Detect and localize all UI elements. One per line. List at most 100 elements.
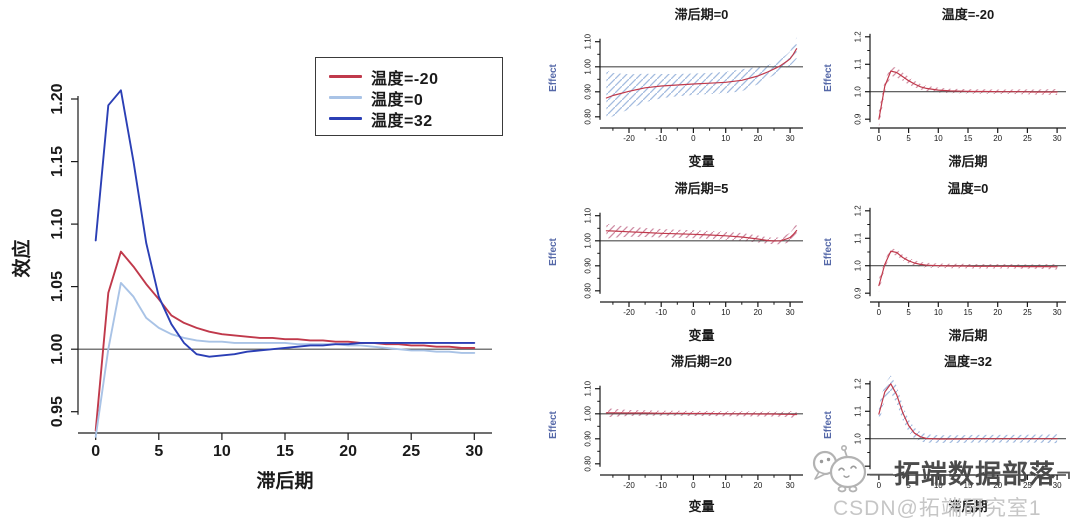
- svg-text:1.00: 1.00: [584, 405, 593, 421]
- svg-text:Effect: Effect: [548, 63, 559, 91]
- watermark-prefix-dash: —: [867, 457, 894, 487]
- svg-text:0: 0: [877, 308, 882, 317]
- svg-text:0.80: 0.80: [584, 282, 593, 298]
- chart-title-temp-0: 温度=0: [947, 181, 989, 196]
- svg-text:0: 0: [877, 481, 882, 490]
- svg-text:变量: 变量: [688, 154, 714, 169]
- svg-text:1.0: 1.0: [854, 260, 863, 272]
- svg-text:0.80: 0.80: [584, 455, 593, 471]
- small-chart-temp-0: 0 5 10 15 20 25 30 0.9 1.0 1.1 1.2 滞后期 Effect: [820, 176, 1076, 348]
- legend-item-temp-32: 温度=32: [329, 108, 502, 130]
- small-chart-temp-neg20: 0 5 10 15 20 25 30 0.9 1.0 1.1 1.2 滞后期 Effect: [820, 2, 1076, 174]
- svg-text:1.1: 1.1: [854, 58, 863, 70]
- svg-text:20: 20: [339, 443, 357, 460]
- svg-text:20: 20: [993, 308, 1002, 317]
- svg-text:30: 30: [786, 481, 795, 490]
- svg-text:-10: -10: [655, 481, 667, 490]
- legend: 温度=-20 温度=0 温度=32: [315, 57, 503, 136]
- svg-text:1.00: 1.00: [584, 232, 593, 248]
- small-chart-lag5: -20 -10 0 10 20 30 0.80 0.90 1.00 1.10 变量 Effect: [545, 176, 817, 348]
- svg-text:10: 10: [934, 481, 943, 490]
- svg-text:25: 25: [1023, 481, 1032, 490]
- chart-title-lag20: 滞后期=20: [670, 354, 733, 369]
- svg-text:10: 10: [213, 443, 231, 460]
- chart-title-lag5: 滞后期=5: [674, 181, 729, 196]
- legend-line-temp-32-icon: [329, 117, 362, 120]
- legend-line-temp-neg20-icon: [329, 75, 362, 78]
- watermark-suffix-mark: ¬: [1056, 457, 1073, 487]
- svg-text:1.10: 1.10: [584, 207, 593, 223]
- svg-text:10: 10: [721, 134, 730, 143]
- svg-text:1.0: 1.0: [854, 433, 863, 445]
- svg-text:10: 10: [934, 308, 943, 317]
- svg-text:30: 30: [1053, 134, 1062, 143]
- svg-text:15: 15: [964, 308, 973, 317]
- svg-text:1.00: 1.00: [584, 58, 593, 74]
- svg-text:Effect: Effect: [823, 410, 834, 438]
- svg-text:变量: 变量: [688, 499, 714, 514]
- chart-title-lag0: 滞后期=0: [674, 7, 729, 22]
- svg-text:效应: 效应: [10, 239, 33, 277]
- svg-text:1.2: 1.2: [854, 378, 863, 390]
- svg-text:25: 25: [1023, 134, 1032, 143]
- svg-text:15: 15: [276, 443, 294, 460]
- svg-text:5: 5: [906, 134, 911, 143]
- svg-text:5: 5: [154, 443, 163, 460]
- small-chart-lag0: -20 -10 0 10 20 30 0.80 0.90 1.00 1.10 变量 Effect: [545, 2, 817, 174]
- svg-text:1.00: 1.00: [49, 334, 66, 365]
- svg-text:30: 30: [465, 443, 483, 460]
- svg-text:1.10: 1.10: [49, 208, 66, 239]
- watermark-brand: 拓端数据部落: [894, 459, 1057, 489]
- svg-text:-10: -10: [655, 134, 667, 143]
- svg-text:1.2: 1.2: [854, 205, 863, 217]
- chart-title-temp-neg20: 温度=-20: [941, 7, 995, 22]
- svg-text:15: 15: [964, 134, 973, 143]
- svg-text:30: 30: [786, 134, 795, 143]
- svg-text:1.05: 1.05: [49, 271, 66, 302]
- svg-text:10: 10: [721, 481, 730, 490]
- svg-text:0: 0: [691, 308, 696, 317]
- svg-text:30: 30: [1053, 481, 1062, 490]
- svg-text:20: 20: [753, 481, 762, 490]
- chart-title-temp-32: 温度=32: [943, 354, 993, 369]
- svg-text:-20: -20: [623, 308, 635, 317]
- svg-text:0.95: 0.95: [49, 396, 66, 427]
- svg-text:Effect: Effect: [823, 237, 834, 265]
- svg-text:20: 20: [753, 134, 762, 143]
- svg-text:滞后期: 滞后期: [256, 470, 313, 492]
- svg-text:滞后期: 滞后期: [948, 328, 987, 343]
- legend-line-temp-0-icon: [329, 96, 362, 99]
- svg-text:滞后期: 滞后期: [948, 499, 987, 514]
- svg-text:1.1: 1.1: [854, 232, 863, 244]
- svg-text:0: 0: [691, 134, 696, 143]
- svg-text:0.90: 0.90: [584, 430, 593, 446]
- svg-text:0.90: 0.90: [584, 83, 593, 99]
- svg-text:20: 20: [753, 308, 762, 317]
- svg-text:0: 0: [91, 443, 100, 460]
- svg-text:5: 5: [906, 308, 911, 317]
- watermark-byline: CSDN@拓端研究室1: [833, 497, 1042, 520]
- legend-label-temp-0: 温度=0: [371, 91, 424, 109]
- svg-text:10: 10: [721, 308, 730, 317]
- svg-text:0.80: 0.80: [584, 108, 593, 124]
- watermark: — 拓端数据部落 ¬ CSDN@拓端研究室1: [810, 437, 1080, 521]
- svg-text:-20: -20: [623, 134, 635, 143]
- svg-text:Effect: Effect: [548, 410, 559, 438]
- svg-text:-20: -20: [623, 481, 635, 490]
- svg-text:1.10: 1.10: [584, 380, 593, 396]
- svg-text:-10: -10: [655, 308, 667, 317]
- legend-label-temp-neg20: 温度=-20: [371, 70, 439, 88]
- svg-text:1.20: 1.20: [49, 83, 66, 114]
- svg-text:20: 20: [993, 481, 1002, 490]
- svg-text:0.90: 0.90: [584, 257, 593, 273]
- svg-text:0: 0: [877, 134, 882, 143]
- mascot-logo-icon: [812, 445, 867, 493]
- svg-text:1.2: 1.2: [854, 31, 863, 43]
- svg-text:30: 30: [1053, 308, 1062, 317]
- main-effect-chart: 0 5 10 15 20 25 30 0.95 1.00 1.05 1.10 1.15 1.20 滞后期 效…: [10, 83, 492, 492]
- svg-text:5: 5: [906, 481, 911, 490]
- svg-text:20: 20: [993, 134, 1002, 143]
- svg-text:1.0: 1.0: [854, 86, 863, 98]
